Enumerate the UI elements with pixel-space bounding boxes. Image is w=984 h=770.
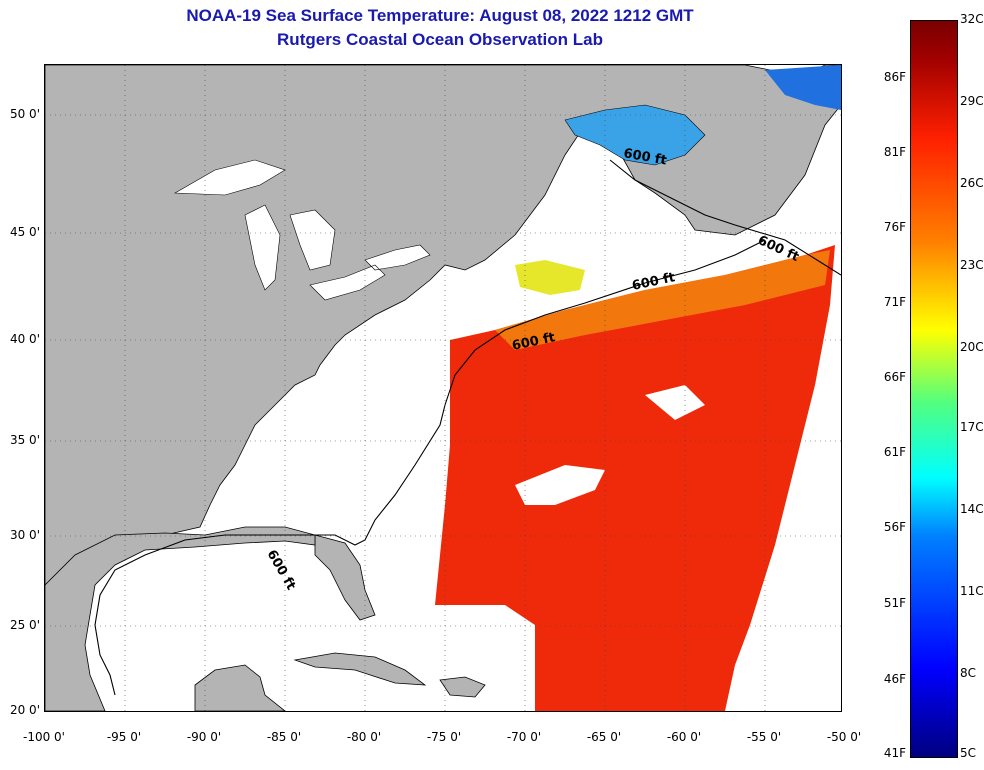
map-canvas: 600 ft 600 ft 600 ft 600 ft 600 ft [45, 65, 841, 711]
lat-label-40: 40 0' [9, 332, 40, 346]
land-yucatan [194, 664, 286, 711]
colorbar-label-66f: 66F [883, 370, 906, 384]
contour-600ft [94, 159, 841, 696]
lon-label-60: -60 0' [666, 730, 702, 744]
temperature-colorbar [910, 20, 958, 758]
sst-orange-band [495, 250, 830, 350]
colorbar-label-51f: 51F [883, 596, 906, 610]
lat-label-35: 35 0' [9, 433, 40, 447]
colorbar-label-26c: 26C [960, 176, 984, 190]
sst-warm-swath [435, 245, 835, 711]
colorbar-label-20c: 20C [960, 340, 984, 354]
colorbar-label-76f: 76F [883, 220, 906, 234]
lat-label-50: 50 0' [9, 107, 40, 121]
colorbar-label-23c: 23C [960, 258, 984, 272]
colorbar-label-14c: 14C [960, 502, 984, 516]
lon-label-100: -100 0' [23, 730, 65, 744]
lat-label-20: 20 0' [9, 703, 40, 717]
lat-label-25: 25 0' [9, 618, 40, 632]
sst-map: 600 ft 600 ft 600 ft 600 ft 600 ft [44, 64, 842, 712]
colorbar-label-71f: 71F [883, 295, 906, 309]
labrador-sea-cold [765, 65, 841, 110]
lon-label-85: -85 0' [266, 730, 302, 744]
contour-label-gulf-st-lawrence: 600 ft [622, 146, 667, 168]
colorbar-label-56f: 56F [883, 520, 906, 534]
lon-label-90: -90 0' [186, 730, 222, 744]
lon-label-75: -75 0' [426, 730, 462, 744]
land-florida [314, 534, 376, 621]
colorbar-label-32c: 32C [960, 12, 984, 26]
land-gulf-coast [45, 526, 316, 711]
lat-label-45: 45 0' [9, 225, 40, 239]
contour-label-gulf: 600 ft [264, 548, 299, 593]
colorbar-label-81f: 81F [883, 145, 906, 159]
colorbar-label-29c: 29C [960, 94, 984, 108]
lon-label-55: -55 0' [746, 730, 782, 744]
colorbar-label-61f: 61F [883, 445, 906, 459]
lat-label-30: 30 0' [9, 528, 40, 542]
lon-label-80: -80 0' [346, 730, 382, 744]
colorbar-label-17c: 17C [960, 420, 984, 434]
land-hispaniola [439, 676, 486, 698]
map-title: NOAA-19 Sea Surface Temperature: August … [186, 6, 694, 25]
colorbar-label-11c: 11C [960, 584, 984, 598]
colorbar-label-5c: 5C [960, 746, 977, 760]
cloud-gap-1 [515, 465, 605, 505]
lon-label-65: -65 0' [586, 730, 622, 744]
colorbar-label-41f: 41F [883, 746, 906, 760]
land-cuba [293, 652, 427, 686]
colorbar-label-86f: 86F [883, 70, 906, 84]
lon-label-95: -95 0' [106, 730, 142, 744]
colorbar-label-46f: 46F [883, 672, 906, 686]
lon-label-50: -50 0' [826, 730, 862, 744]
lon-label-70: -70 0' [506, 730, 542, 744]
map-subtitle: Rutgers Coastal Ocean Observation Lab [277, 30, 603, 49]
colorbar-label-8c: 8C [960, 666, 977, 680]
cloud-gap-2 [645, 385, 705, 420]
sst-yellow-coastal [515, 260, 585, 295]
